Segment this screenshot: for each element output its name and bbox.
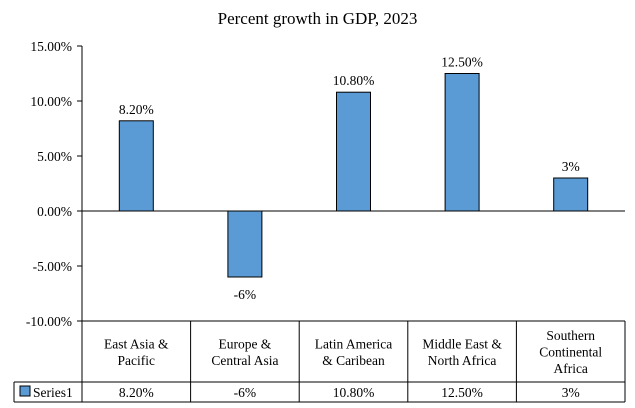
category-label: Southern Continental Africa [539, 328, 602, 376]
table-value-cell: -6% [234, 385, 257, 400]
data-labels: 8.20% -6% 10.80% 12.50% 3% [119, 55, 580, 303]
category-label: Latin America & Caribean [315, 336, 393, 368]
y-tick-label: 15.00% [30, 39, 72, 54]
table-value-cell: 8.20% [119, 385, 154, 400]
data-label: 12.50% [441, 55, 483, 70]
bar [444, 73, 480, 212]
y-tick-label: 10.00% [30, 94, 72, 109]
legend-key [19, 385, 31, 397]
y-tick-label: -10.00% [26, 314, 72, 329]
y-axis: 15.00% 10.00% 5.00% 0.00% -5.00% -10.00% [26, 39, 83, 329]
data-label: 3% [562, 159, 580, 174]
bar [118, 120, 154, 212]
y-tick-label: -5.00% [33, 259, 72, 274]
legend-series-name: Series1 [33, 385, 73, 400]
category-label: Middle East & North Africa [422, 336, 502, 368]
data-label: -6% [234, 287, 257, 302]
data-label: 8.20% [119, 102, 154, 117]
data-table: East Asia & Pacific Europe & Central Asia La… [13, 320, 626, 403]
bar [553, 177, 589, 212]
table-value-cell: 3% [562, 385, 580, 400]
bar [336, 91, 371, 212]
table-value-cell: 12.50% [441, 385, 483, 400]
data-label: 10.80% [333, 73, 375, 88]
bar [227, 210, 263, 278]
y-tick-label: 0.00% [37, 204, 72, 219]
chart-title: Percent growth in GDP, 2023 [218, 9, 418, 28]
table-value-cell: 10.80% [333, 385, 375, 400]
bar-series [82, 73, 625, 278]
category-label: East Asia & Pacific [104, 336, 169, 368]
category-label: Europe & Central Asia [211, 336, 278, 368]
y-tick-label: 5.00% [37, 149, 72, 164]
